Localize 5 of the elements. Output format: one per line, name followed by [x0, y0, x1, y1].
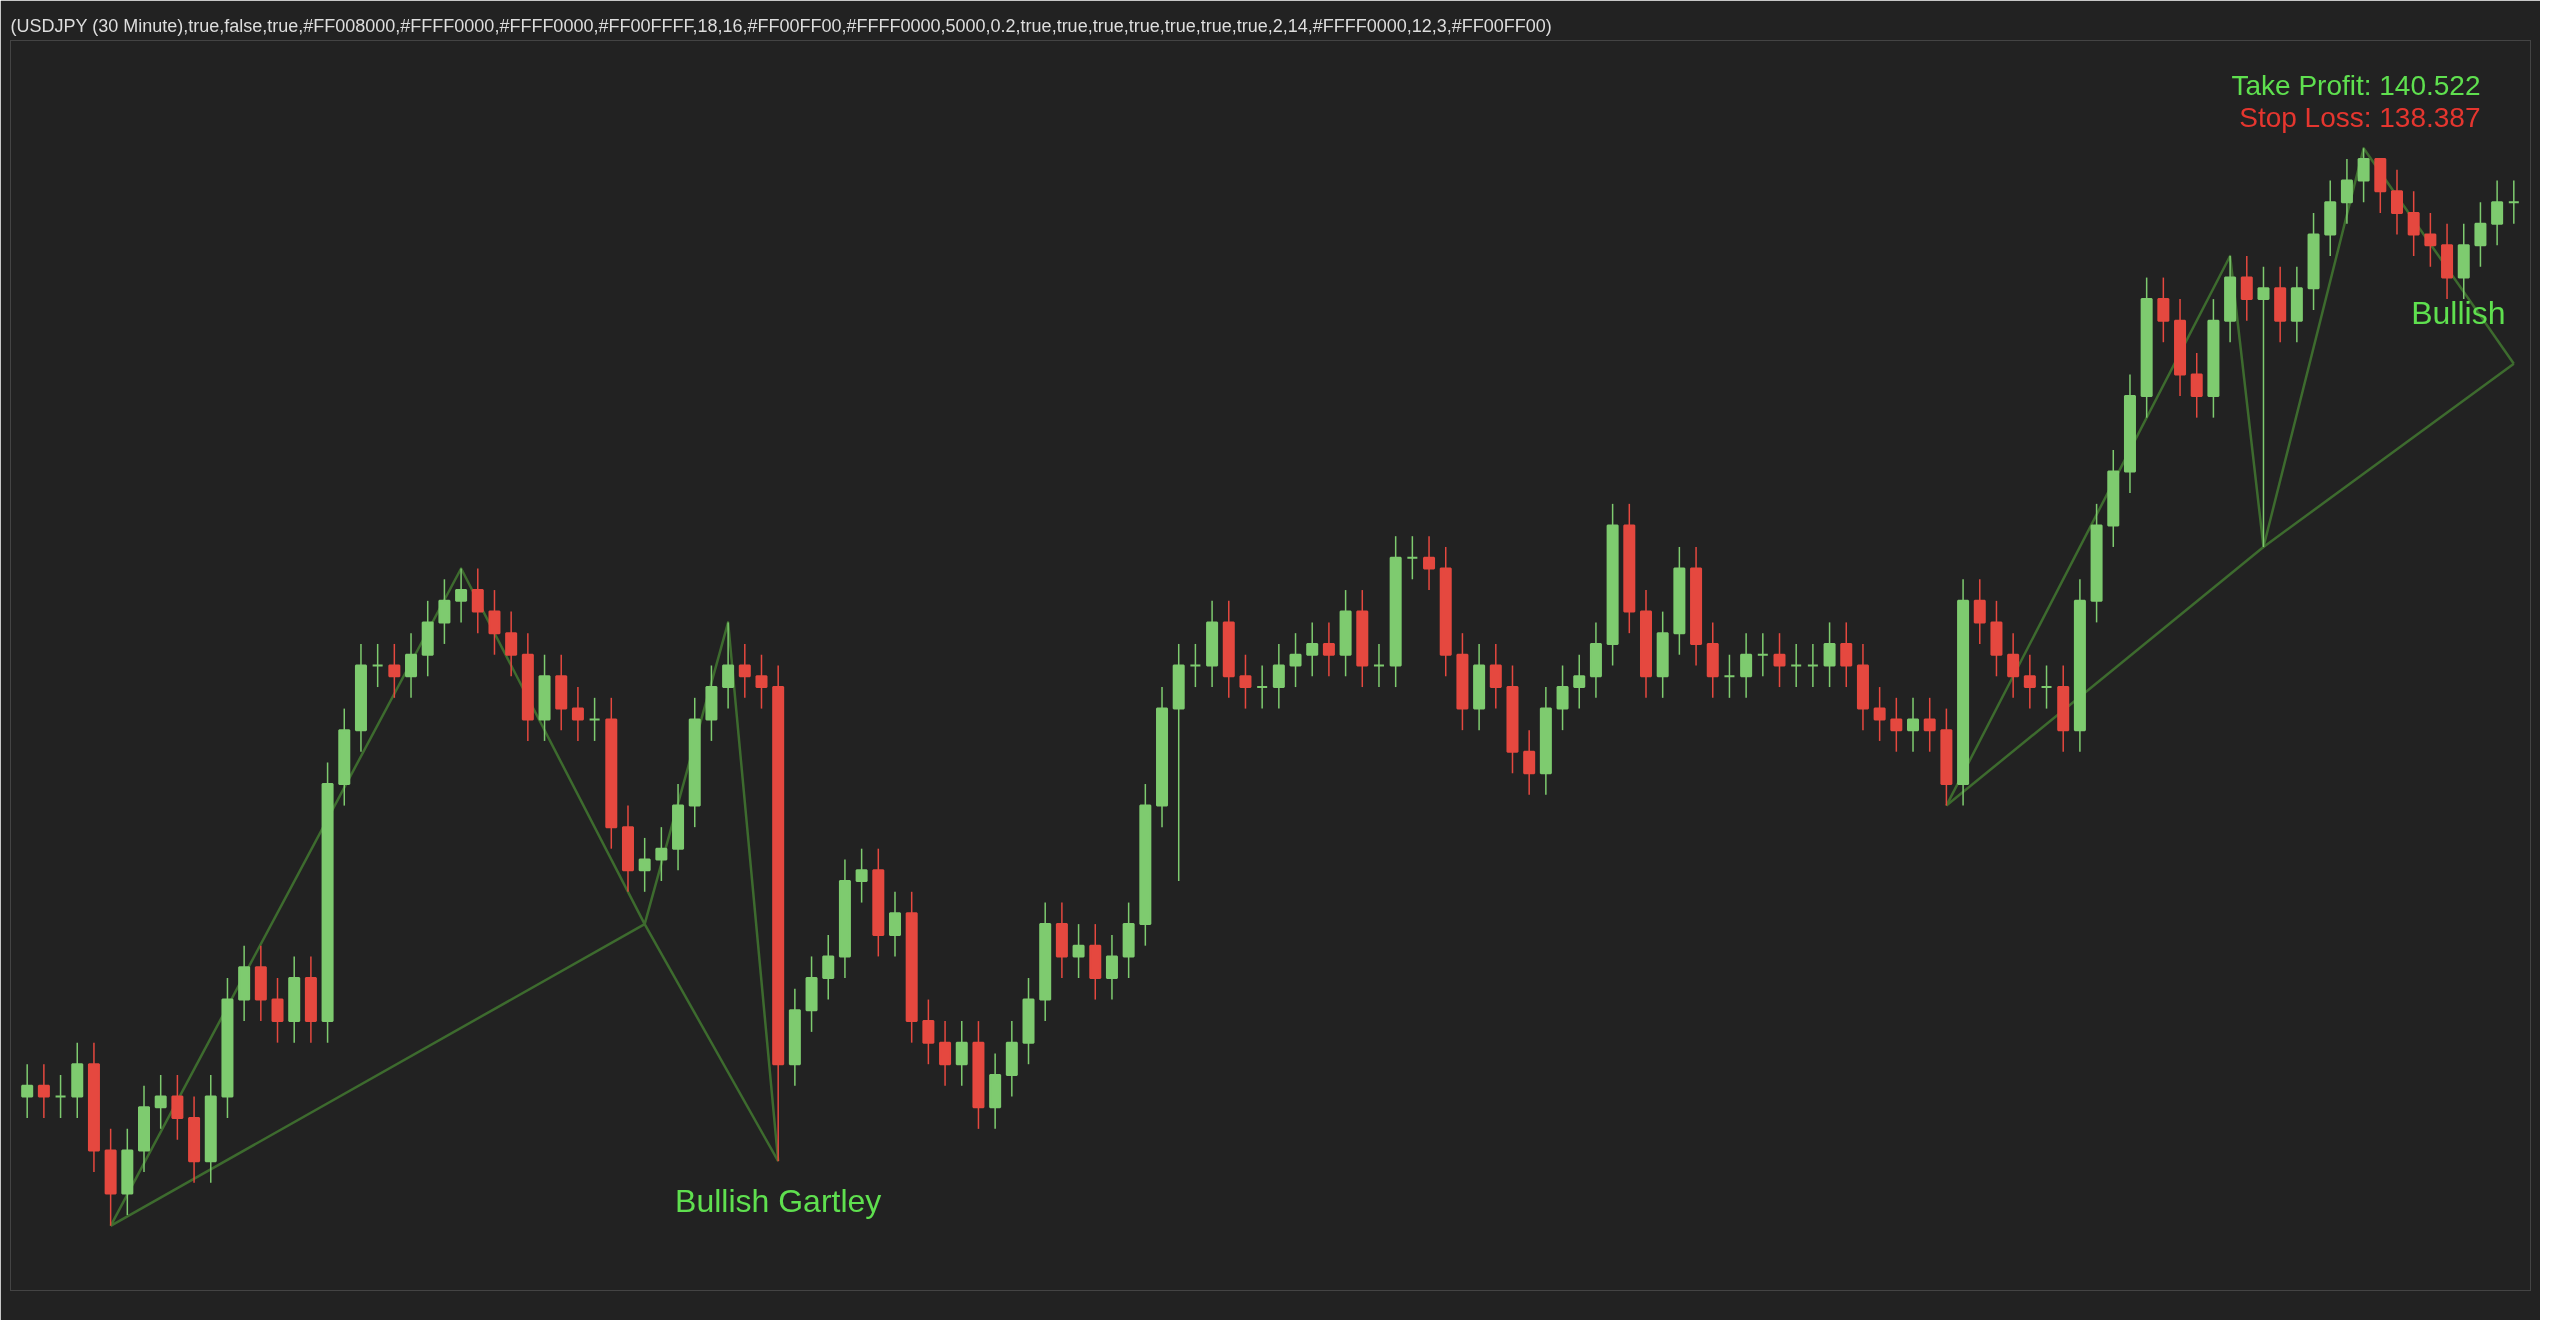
- series-label: Bullish Gartley: [675, 1182, 882, 1219]
- series-label: Bullish: [2411, 295, 2506, 332]
- text: Stop Loss: 138.387: [2239, 101, 2481, 133]
- chart-title: (USDJPY (30 Minute),true,false,true,#FF008000,#FFFF0000,#FFFF0000,#FF00FFFF,18,16,#FF00FF00,#FFFF0000,5000,0.2,true,true,true,true,true,true,true,2,14,#FFFF0000,12,3,#FF00FF00): [10, 15, 1552, 36]
- text: Take Profit: 140.522: [2231, 69, 2481, 101]
